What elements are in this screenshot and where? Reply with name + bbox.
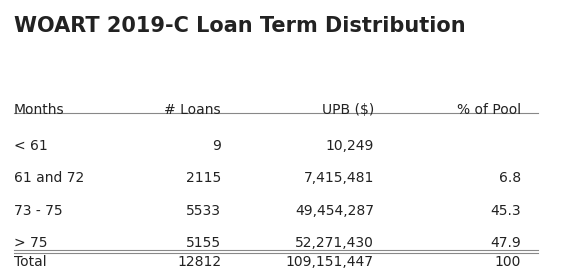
Text: 9: 9	[212, 138, 221, 153]
Text: UPB ($): UPB ($)	[321, 103, 374, 117]
Text: 12812: 12812	[177, 255, 221, 269]
Text: 5155: 5155	[186, 236, 221, 250]
Text: 109,151,447: 109,151,447	[286, 255, 374, 269]
Text: > 75: > 75	[14, 236, 47, 250]
Text: % of Pool: % of Pool	[457, 103, 521, 117]
Text: Total: Total	[14, 255, 46, 269]
Text: # Loans: # Loans	[165, 103, 221, 117]
Text: 100: 100	[495, 255, 521, 269]
Text: 2115: 2115	[186, 171, 221, 185]
Text: Months: Months	[14, 103, 64, 117]
Text: 7,415,481: 7,415,481	[303, 171, 374, 185]
Text: 45.3: 45.3	[491, 204, 521, 218]
Text: 10,249: 10,249	[325, 138, 374, 153]
Text: 6.8: 6.8	[499, 171, 521, 185]
Text: 52,271,430: 52,271,430	[295, 236, 374, 250]
Text: 47.9: 47.9	[490, 236, 521, 250]
Text: 5533: 5533	[186, 204, 221, 218]
Text: < 61: < 61	[14, 138, 47, 153]
Text: WOART 2019-C Loan Term Distribution: WOART 2019-C Loan Term Distribution	[14, 16, 465, 36]
Text: 49,454,287: 49,454,287	[295, 204, 374, 218]
Text: 73 - 75: 73 - 75	[14, 204, 62, 218]
Text: 61 and 72: 61 and 72	[14, 171, 84, 185]
